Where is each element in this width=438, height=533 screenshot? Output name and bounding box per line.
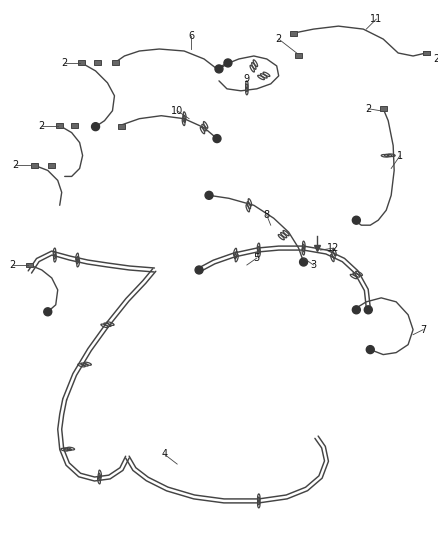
- Text: 2: 2: [9, 260, 15, 270]
- Circle shape: [352, 216, 360, 224]
- Text: 7: 7: [420, 325, 426, 335]
- Bar: [48, 163, 55, 168]
- Bar: [32, 163, 38, 168]
- Circle shape: [44, 308, 52, 316]
- Circle shape: [195, 266, 203, 274]
- Text: 12: 12: [327, 243, 339, 253]
- Text: 6: 6: [188, 31, 194, 41]
- Bar: [56, 123, 63, 128]
- Text: 1: 1: [397, 150, 403, 160]
- Bar: [71, 123, 78, 128]
- Text: 9: 9: [244, 74, 250, 84]
- Text: 3: 3: [311, 260, 317, 270]
- Circle shape: [300, 258, 307, 266]
- Text: 5: 5: [254, 253, 260, 263]
- Text: 2: 2: [12, 160, 18, 171]
- Text: 2: 2: [62, 58, 68, 68]
- Circle shape: [213, 135, 221, 142]
- Bar: [112, 60, 119, 66]
- Text: 2: 2: [433, 54, 438, 64]
- Bar: [423, 51, 430, 55]
- Bar: [290, 30, 297, 36]
- Bar: [423, 51, 430, 55]
- Circle shape: [352, 306, 360, 314]
- Text: 4: 4: [161, 449, 167, 459]
- Text: 2: 2: [365, 104, 371, 114]
- Circle shape: [366, 345, 374, 353]
- Circle shape: [215, 65, 223, 73]
- Bar: [94, 60, 101, 66]
- Bar: [380, 106, 387, 111]
- Bar: [26, 263, 33, 268]
- Bar: [295, 53, 302, 59]
- Text: 11: 11: [370, 14, 382, 24]
- Circle shape: [364, 306, 372, 314]
- Bar: [78, 60, 85, 66]
- Circle shape: [224, 59, 232, 67]
- Text: 10: 10: [171, 106, 183, 116]
- Circle shape: [92, 123, 99, 131]
- Bar: [118, 124, 125, 129]
- Text: 8: 8: [264, 210, 270, 220]
- Circle shape: [205, 191, 213, 199]
- Text: 2: 2: [39, 120, 45, 131]
- Text: 2: 2: [276, 34, 282, 44]
